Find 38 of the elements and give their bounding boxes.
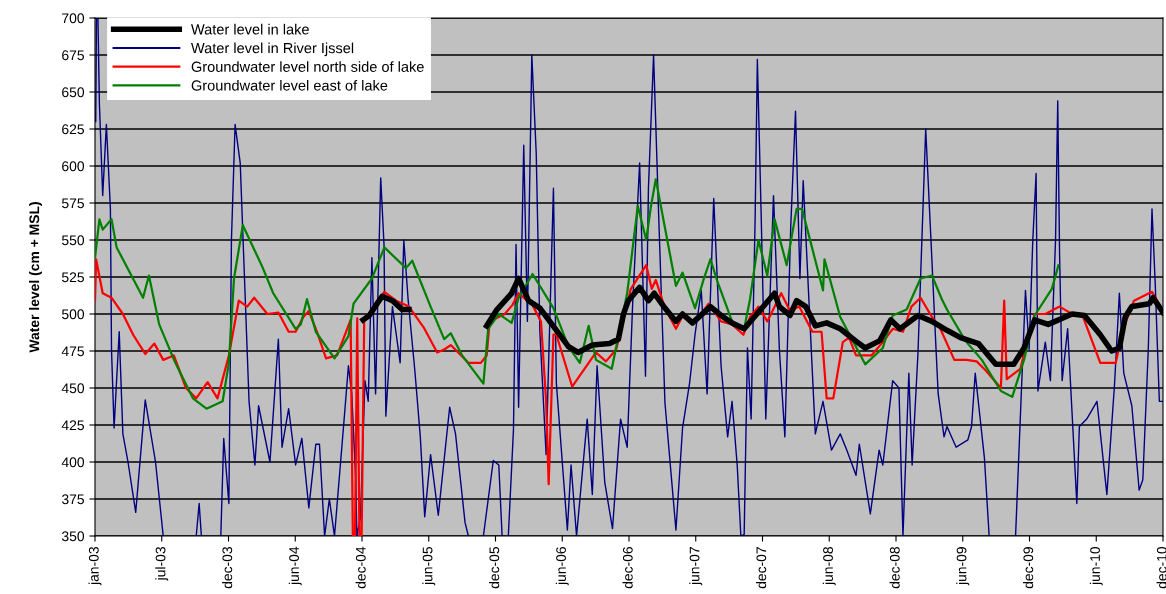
x-tick-label: jun-07 bbox=[689, 547, 703, 586]
y-tick-label: 675 bbox=[62, 50, 84, 61]
y-tick-label: 525 bbox=[61, 272, 84, 283]
y-tick-label: 475 bbox=[61, 346, 84, 357]
y-tick-label: 700 bbox=[62, 13, 85, 24]
legend-label: Groundwater level north side of lake bbox=[191, 61, 424, 72]
legend-label: Water level in lake bbox=[191, 23, 309, 35]
x-tick-label: dec-08 bbox=[889, 547, 900, 589]
y-tick-label: 500 bbox=[61, 309, 85, 320]
x-tick-label: dec-06 bbox=[622, 547, 633, 589]
y-tick-label: 625 bbox=[62, 124, 84, 135]
y-tick-label: 400 bbox=[61, 457, 85, 468]
x-tick-label: jun-04 bbox=[288, 546, 302, 586]
x-tick-label: jun-08 bbox=[822, 547, 836, 586]
x-tick-label: dec-10 bbox=[1156, 546, 1166, 589]
x-tick-label: dec-04 bbox=[355, 546, 366, 589]
y-tick-label: 575 bbox=[61, 198, 84, 209]
y-tick-label: 650 bbox=[62, 87, 85, 98]
line-series bbox=[95, 178, 1060, 410]
x-tick-label: dec-07 bbox=[756, 547, 767, 589]
x-tick-label: dec-03 bbox=[222, 547, 233, 589]
x-tick-label: jul-03 bbox=[155, 547, 169, 581]
y-tick-label: 350 bbox=[61, 531, 85, 542]
x-tick-label: dec-09 bbox=[1023, 547, 1034, 589]
x-tick-label: jun-10 bbox=[1089, 546, 1103, 586]
y-tick-label: 550 bbox=[61, 235, 85, 246]
x-tick-label: jan-03 bbox=[88, 547, 102, 586]
y-tick-label: 425 bbox=[61, 420, 84, 431]
x-tick-label: jun-09 bbox=[956, 547, 970, 586]
x-tick-label: dec-05 bbox=[489, 547, 500, 589]
legend-label: Groundwater level east of lake bbox=[191, 79, 388, 91]
y-tick-label: 375 bbox=[61, 494, 84, 505]
legend-label: Water level in River Ijssel bbox=[191, 42, 354, 57]
y-tick-label: 450 bbox=[61, 383, 85, 394]
y-tick-label: 600 bbox=[62, 161, 85, 172]
x-tick-label: jun-06 bbox=[555, 547, 569, 586]
y-axis-title: Water level (cm + MSL) bbox=[29, 202, 42, 353]
x-tick-label: jun-05 bbox=[422, 547, 436, 586]
